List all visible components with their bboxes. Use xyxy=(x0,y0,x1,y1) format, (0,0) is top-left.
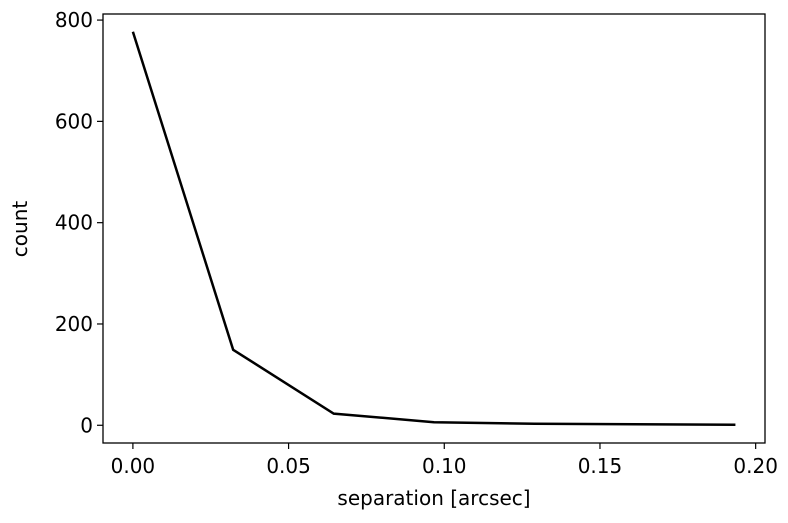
x-tick-label: 0.20 xyxy=(733,454,778,478)
y-tick-label: 800 xyxy=(55,8,93,32)
x-tick-label: 0.10 xyxy=(422,454,467,478)
plot-frame xyxy=(102,13,766,444)
x-axis-label: separation [arcsec] xyxy=(337,486,530,510)
y-tick-label: 200 xyxy=(55,312,93,336)
y-tick-label: 600 xyxy=(55,109,93,133)
data-line xyxy=(131,31,736,427)
y-tick-label: 400 xyxy=(55,211,93,235)
y-axis-label: count xyxy=(8,201,32,258)
x-tick-label: 0.00 xyxy=(111,454,156,478)
y-tick-label: 0 xyxy=(80,413,93,437)
x-tick-label: 0.05 xyxy=(266,454,311,478)
x-tick-label: 0.15 xyxy=(578,454,623,478)
